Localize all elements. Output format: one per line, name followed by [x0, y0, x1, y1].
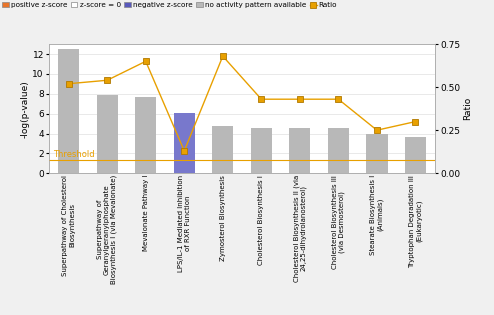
Bar — [367, 134, 387, 173]
Bar — [58, 49, 79, 173]
Text: Threshold: Threshold — [53, 150, 95, 159]
Bar — [328, 128, 349, 173]
Bar — [97, 95, 118, 173]
Legend: positive z-score, z-score = 0, negative z-score, no activity pattern available, : positive z-score, z-score = 0, negative … — [0, 0, 339, 10]
Y-axis label: -log(p-value): -log(p-value) — [21, 80, 30, 138]
Y-axis label: Ratio: Ratio — [463, 97, 472, 120]
Bar — [212, 126, 233, 173]
Bar — [405, 137, 426, 173]
Bar — [251, 128, 272, 173]
Bar — [135, 97, 156, 173]
Bar — [289, 128, 310, 173]
Bar — [174, 113, 195, 173]
